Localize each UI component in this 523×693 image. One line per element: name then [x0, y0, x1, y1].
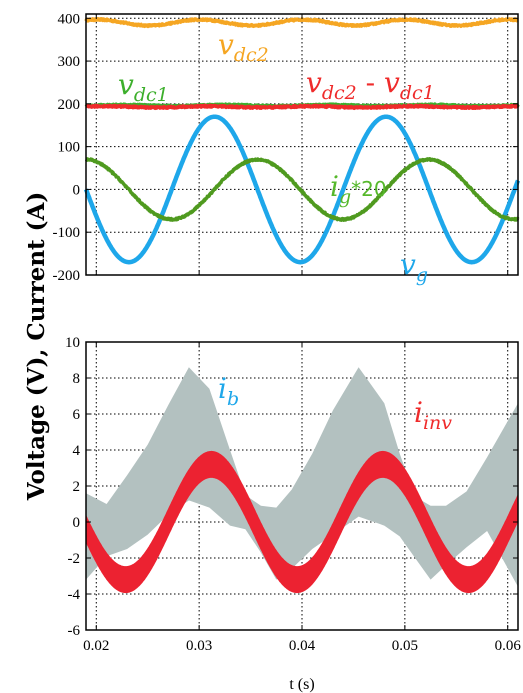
y-tick-label: 4 — [73, 443, 81, 459]
x-tick-label: 0.04 — [289, 638, 316, 654]
series-label: ib — [218, 372, 239, 410]
series-label: vdc2 - vdc1 — [306, 66, 435, 104]
y-tick-label: -200 — [53, 268, 81, 284]
top-annotations: vdc2 vdc1 vdc2 - vdc1 ig*20 vg — [118, 28, 435, 286]
x-tick-label: 0.03 — [186, 638, 212, 654]
bottom-series — [85, 367, 519, 594]
y-tick-label: -2 — [68, 551, 81, 567]
top-panel: 400 300 200 100 0 -100 -200 vdc2 vdc1 vdc2 - vdc… — [53, 11, 521, 286]
x-axis-title: t (s) — [289, 676, 314, 693]
y-tick-label: -6 — [68, 623, 81, 639]
top-ticks: 400 300 200 100 0 -100 -200 — [53, 11, 518, 284]
x-tick-label: 0.02 — [83, 638, 109, 654]
x-tick-label: 0.06 — [495, 638, 522, 654]
series-label: vdc1 — [118, 68, 169, 106]
y-tick-label: 400 — [58, 11, 81, 27]
y-tick-label: 8 — [73, 371, 81, 387]
y-tick-label: 2 — [73, 479, 81, 495]
series-label: vg — [400, 248, 428, 286]
series-label: iinv — [414, 396, 452, 434]
series-line-3 — [83, 114, 521, 265]
y-tick-label: 10 — [65, 335, 80, 351]
y-tick-label: 0 — [73, 515, 81, 531]
series-label: vdc2 — [218, 28, 269, 66]
y-tick-label: 300 — [58, 54, 81, 70]
y-tick-label: -4 — [68, 587, 81, 603]
x-tick-label: 0.05 — [392, 638, 418, 654]
bottom-annotations: ib iinv — [218, 372, 452, 434]
y-tick-label: 100 — [58, 140, 81, 156]
y-tick-label: 0 — [73, 182, 81, 198]
y-tick-label: -100 — [53, 225, 81, 241]
series-label: ig*20 — [330, 170, 387, 208]
y-tick-label: 6 — [73, 407, 81, 423]
bottom-panel: 10 8 6 4 2 0 -2 -4 -60.02 0.03 0.04 0.05 0.06 ib iinv — [65, 335, 521, 654]
top-series — [83, 17, 521, 265]
series-line-4 — [84, 157, 520, 222]
y-tick-label: 200 — [58, 97, 81, 113]
series-line-2 — [84, 103, 520, 111]
y-axis-title: Voltage (V), Current (A) — [23, 192, 50, 502]
series-ib-band — [86, 367, 518, 587]
bottom-ticks: 10 8 6 4 2 0 -2 -4 -60.02 0.03 0.04 0.05 0.06 — [65, 335, 521, 654]
